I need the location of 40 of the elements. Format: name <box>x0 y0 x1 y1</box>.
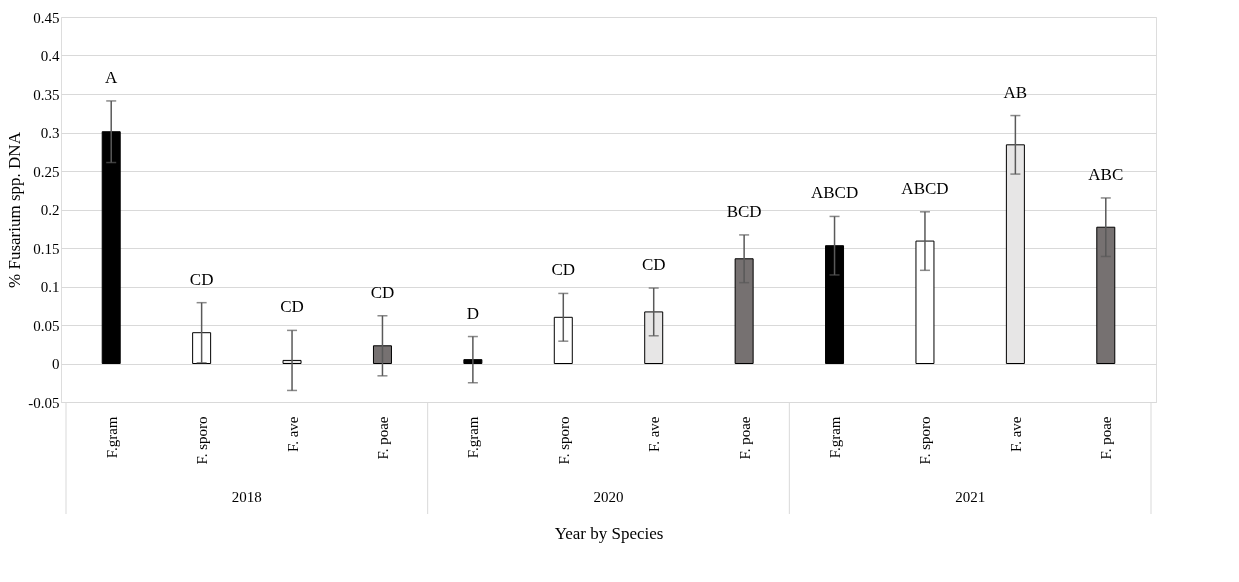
x-tick-label: F. ave <box>1007 416 1024 452</box>
x-tick-label: F. poae <box>736 416 753 460</box>
data-label: BCD <box>726 201 762 221</box>
x-tick-label: F. poae <box>1098 416 1115 460</box>
x-tick-label: F. poae <box>374 416 391 460</box>
y-axis-title: % Fusarium spp. DNA <box>5 131 25 288</box>
data-label: CD <box>641 255 666 275</box>
y-tick-label: 0.1 <box>40 279 60 295</box>
y-tick-label: 0.2 <box>40 202 60 218</box>
x-tick-label: F.gram <box>103 416 120 459</box>
data-label: ABCD <box>810 183 859 203</box>
x-tick-label: F.gram <box>465 416 482 459</box>
y-tick-label: 0.35 <box>33 86 60 103</box>
data-label: CD <box>189 269 214 289</box>
x-tick-label: F.gram <box>827 416 844 459</box>
text: 2021 <box>955 489 986 505</box>
x-tick-label: F. sporo <box>917 416 934 465</box>
data-label: A <box>105 67 119 87</box>
data-label: ABCD <box>901 178 949 198</box>
x-tick-label: F. sporo <box>194 416 211 465</box>
y-tick-label: 0.15 <box>33 240 60 257</box>
x-axis-title: Year by Species <box>554 524 664 544</box>
data-label: CD <box>280 297 304 317</box>
text: 2018 <box>231 489 262 505</box>
y-tick-label: 0 <box>52 356 60 372</box>
data-label: CD <box>370 282 395 302</box>
y-tick-label: -0.05 <box>28 394 60 411</box>
text: 2020 <box>593 489 624 505</box>
data-label: AB <box>1003 82 1028 102</box>
data-label: ABC <box>1088 164 1124 184</box>
data-label: D <box>466 303 480 323</box>
y-tick-label: 0.45 <box>33 9 60 26</box>
y-tick-label: 0.3 <box>40 125 60 141</box>
x-tick-label: F. ave <box>284 416 301 452</box>
x-tick-label: F. ave <box>646 416 663 452</box>
y-tick-label: 0.4 <box>40 48 60 64</box>
y-tick-label: 0.25 <box>33 163 60 180</box>
data-label: CD <box>551 260 576 280</box>
y-tick-label: 0.05 <box>33 317 60 334</box>
x-tick-label: F. sporo <box>555 416 572 465</box>
